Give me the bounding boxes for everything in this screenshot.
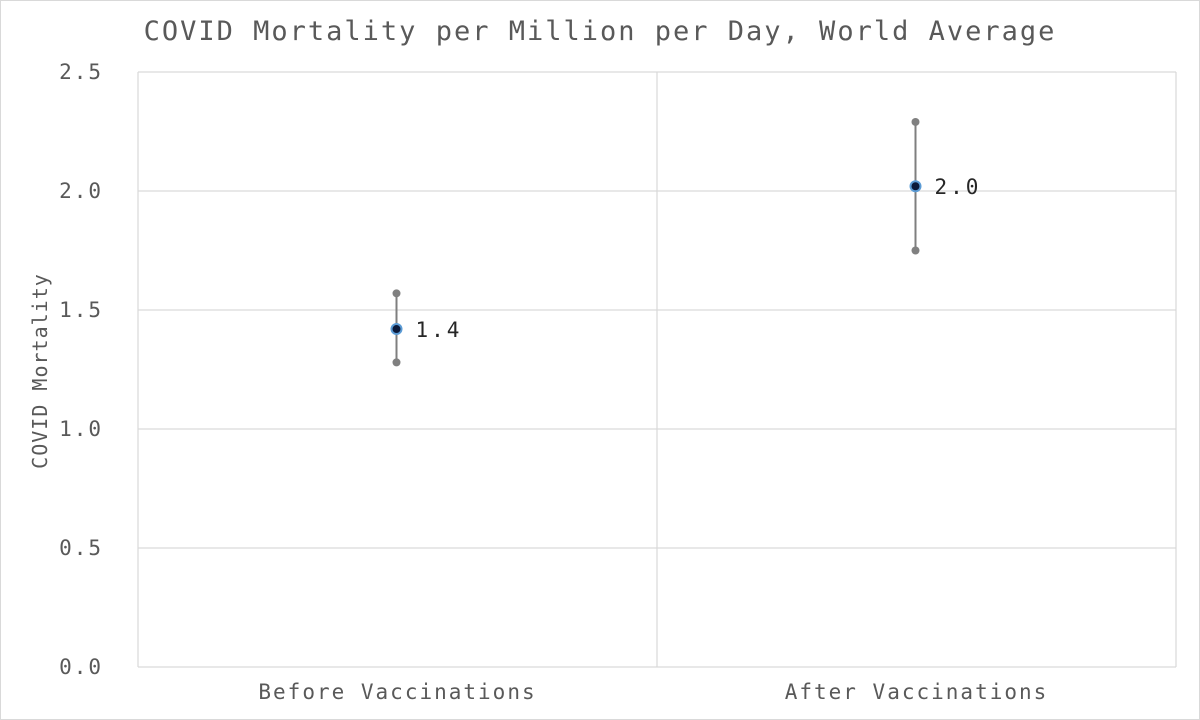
y-tick-label: 1.5 — [59, 298, 103, 322]
data-label-layer: 1.4 2.0 — [416, 175, 982, 342]
y-axis-label: COVID Mortality — [28, 273, 52, 469]
x-tick-label: Before Vaccinations — [258, 680, 536, 704]
data-label: 1.4 — [416, 318, 463, 342]
y-tick-label: 0.5 — [59, 536, 103, 560]
x-tick-label: After Vaccinations — [785, 680, 1049, 704]
error-bar-cap-low — [392, 358, 401, 367]
grid-layer — [137, 71, 1177, 668]
data-point — [909, 180, 922, 193]
y-tick-label: 0.0 — [59, 655, 103, 679]
error-bar-layer — [392, 117, 920, 367]
y-tick-label: 2.0 — [59, 179, 103, 203]
data-label: 2.0 — [935, 175, 982, 199]
error-bar-cap-low — [911, 246, 920, 255]
y-tick-label: 2.5 — [59, 60, 103, 84]
error-bar-cap-high — [392, 289, 401, 298]
error-bar-cap-high — [911, 117, 920, 126]
point-layer — [390, 180, 922, 336]
x-tick-layer: Before Vaccinations After Vaccinations — [258, 680, 1049, 704]
y-tick-label: 1.0 — [59, 417, 103, 441]
data-point — [390, 323, 403, 336]
chart-title: COVID Mortality per Million per Day, Wor… — [144, 16, 1057, 47]
y-tick-layer: 0.0 0.5 1.0 1.5 2.0 2.5 — [59, 60, 103, 679]
